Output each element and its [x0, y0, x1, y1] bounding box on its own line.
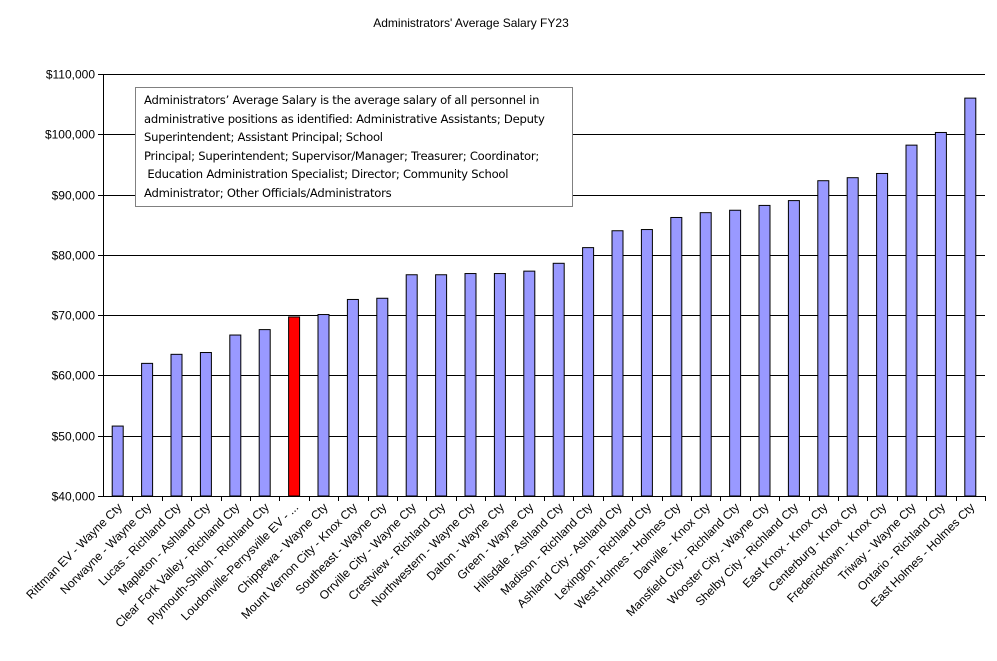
bar — [170, 353, 183, 497]
bar — [729, 209, 742, 497]
y-tick-label: $110,000 — [46, 68, 95, 82]
y-tick-label: $80,000 — [52, 249, 96, 263]
bar — [758, 204, 771, 497]
bar — [523, 270, 536, 497]
annotation-line: Superintendent; Assistant Principal; Sch… — [144, 130, 383, 145]
bar — [317, 314, 330, 497]
y-tick-label: $90,000 — [52, 189, 96, 203]
bar — [787, 200, 800, 497]
annotation-line: Principal; Superintendent; Supervisor/Ma… — [144, 148, 540, 163]
bar — [876, 172, 889, 497]
annotation-box: Administrators’ Average Salary is the av… — [135, 87, 573, 207]
annotation-line: Administrators’ Average Salary is the av… — [144, 93, 540, 107]
bar — [435, 274, 448, 497]
chart-title: Administrators' Average Salary FY23 — [373, 16, 569, 30]
bar — [111, 425, 124, 497]
bar — [552, 262, 565, 497]
bar — [699, 212, 712, 497]
bar — [964, 97, 977, 497]
y-tick-label: $60,000 — [52, 369, 96, 383]
bar — [934, 131, 947, 497]
y-tick-label: $70,000 — [52, 309, 96, 323]
bar — [288, 316, 301, 497]
annotation-line: Education Administration Specialist; Dir… — [144, 167, 509, 182]
bar — [640, 229, 653, 497]
y-tick-label: $50,000 — [52, 430, 96, 444]
bar — [141, 362, 154, 497]
bar — [817, 180, 830, 497]
annotation-line: administrative positions as identified: … — [144, 111, 545, 126]
y-tick-label: $100,000 — [45, 128, 95, 142]
bar — [493, 273, 506, 497]
bar — [229, 334, 242, 497]
y-tick-label: $40,000 — [52, 490, 96, 504]
bar — [905, 144, 918, 497]
bar — [405, 274, 418, 497]
annotation-line: Administrator; Other Officials/Administr… — [144, 185, 392, 200]
bar — [258, 329, 271, 497]
bar — [846, 177, 859, 497]
bar — [346, 298, 359, 497]
bar — [464, 273, 477, 497]
bar — [611, 230, 624, 497]
bar — [582, 247, 595, 497]
bar — [199, 352, 212, 497]
bar — [670, 216, 683, 497]
bar — [376, 297, 389, 497]
